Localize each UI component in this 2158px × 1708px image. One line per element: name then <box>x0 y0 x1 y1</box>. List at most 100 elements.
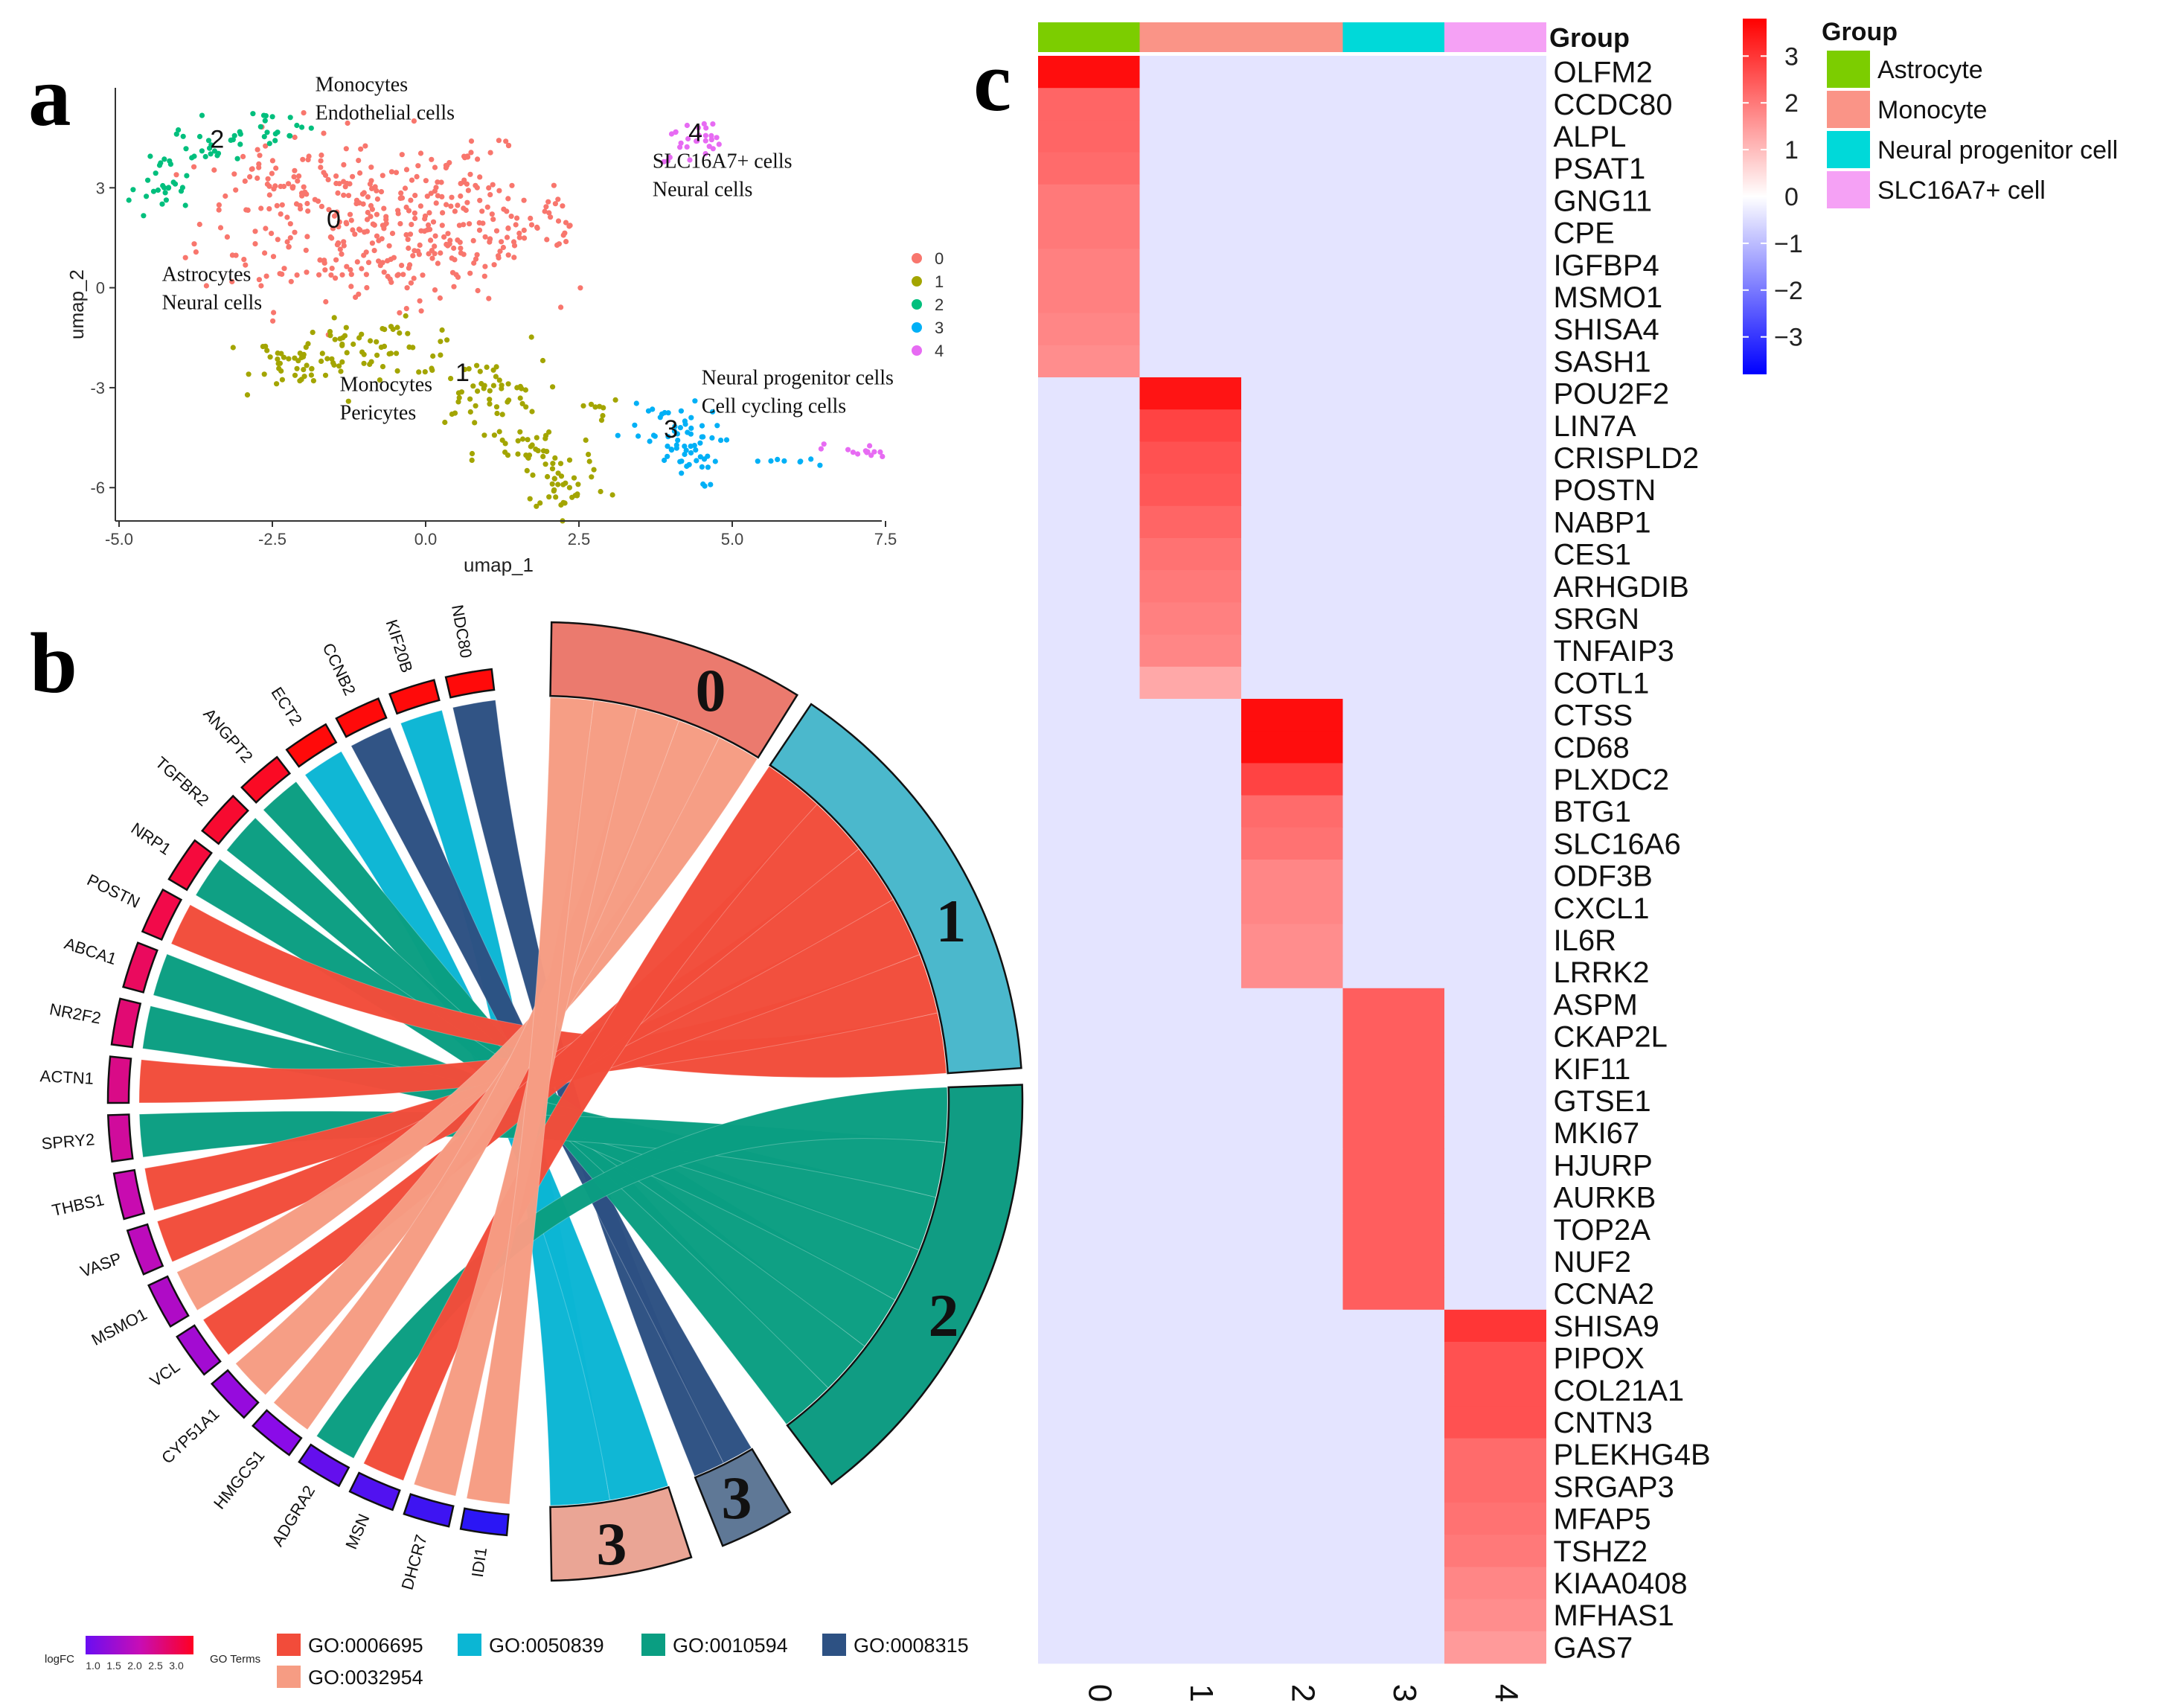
umap-point <box>575 482 581 487</box>
heatmap-column-label: 0 <box>1081 1684 1118 1702</box>
heatmap-group-cell <box>1241 22 1343 52</box>
umap-point <box>386 243 392 249</box>
heatmap-cell <box>1139 1503 1242 1535</box>
heatmap-row-label: CNTN3 <box>1554 1407 1653 1439</box>
heatmap-cell <box>1342 1213 1445 1246</box>
heatmap-cell <box>1241 602 1343 636</box>
umap-point <box>432 243 438 249</box>
heatmap-row-label: GAS7 <box>1554 1631 1633 1664</box>
umap-point <box>292 229 298 235</box>
umap-point <box>528 334 534 340</box>
heatmap-cell <box>1444 1052 1546 1085</box>
umap-point <box>647 438 653 444</box>
umap-point <box>275 237 281 243</box>
umap-point <box>345 398 351 404</box>
umap-point <box>301 374 307 380</box>
heatmap-cell <box>1241 1245 1343 1279</box>
umap-point <box>261 134 267 140</box>
chord-gene-label: SPRY2 <box>41 1130 96 1153</box>
umap-point <box>470 383 476 389</box>
umap-point <box>367 181 373 187</box>
umap-point <box>374 196 380 202</box>
heatmap-cell <box>1038 1631 1140 1664</box>
umap-y-tick-label: 3 <box>96 179 105 197</box>
chord-gene-label: IDI1 <box>468 1546 490 1578</box>
umap-point <box>546 210 552 216</box>
heatmap-cell <box>1038 1599 1140 1632</box>
umap-point <box>525 455 531 461</box>
heatmap-cell <box>1038 88 1140 121</box>
umap-point <box>702 150 708 157</box>
heatmap-cell <box>1241 892 1343 924</box>
umap-point <box>291 174 297 180</box>
chord-group-sector <box>549 1485 693 1582</box>
umap-point <box>470 237 476 243</box>
umap-point <box>557 461 564 467</box>
go-term-label: GO:0008315 <box>854 1634 969 1657</box>
umap-point <box>444 241 449 247</box>
heatmap-colorbar-label: −1 <box>1774 230 1803 258</box>
heatmap-cell <box>1139 634 1242 668</box>
umap-point <box>458 246 464 252</box>
umap-point <box>305 157 311 163</box>
umap-point <box>391 255 397 260</box>
umap-point <box>486 185 492 191</box>
heatmap-row-label: CRISPLD2 <box>1554 442 1700 475</box>
umap-point <box>697 454 703 460</box>
heatmap-cell <box>1444 538 1546 571</box>
umap-point <box>677 458 683 464</box>
umap-point <box>583 437 589 444</box>
umap-point <box>378 189 385 195</box>
umap-point <box>269 158 275 164</box>
umap-point <box>443 164 449 171</box>
heatmap-cell <box>1444 1374 1546 1407</box>
heatmap-cell <box>1444 1116 1546 1150</box>
umap-point <box>677 425 684 431</box>
umap-point <box>191 241 197 247</box>
umap-point <box>688 415 694 420</box>
umap-point <box>505 226 511 231</box>
umap-point <box>272 131 278 137</box>
heatmap-cell <box>1241 1535 1343 1567</box>
heatmap-cell <box>1139 602 1242 636</box>
umap-point <box>318 203 324 209</box>
umap-point <box>350 227 356 233</box>
heatmap-cell <box>1241 377 1343 410</box>
umap-point <box>529 442 535 448</box>
umap-point <box>473 403 478 409</box>
umap-point <box>350 341 356 348</box>
go-term-label: GO:0006695 <box>308 1634 423 1657</box>
umap-point <box>505 381 511 387</box>
umap-point <box>808 456 814 462</box>
umap-point <box>545 199 551 205</box>
heatmap-cell <box>1241 1277 1343 1311</box>
heatmap-cell <box>1342 1438 1445 1471</box>
umap-point <box>430 219 437 225</box>
heatmap-group-legend-key <box>1827 131 1870 168</box>
umap-point <box>600 412 606 419</box>
umap-point <box>301 351 307 357</box>
umap-point <box>479 208 485 214</box>
umap-point <box>281 354 286 360</box>
umap-point <box>496 377 502 383</box>
heatmap-cell <box>1038 313 1140 346</box>
umap-point <box>615 432 621 438</box>
umap-point <box>665 434 671 440</box>
umap-legend-key <box>912 299 922 310</box>
umap-point <box>402 185 409 191</box>
umap-point <box>458 250 464 256</box>
umap-point <box>477 197 483 203</box>
heatmap-cell <box>1038 377 1140 410</box>
umap-point <box>677 144 683 150</box>
heatmap-cell <box>1139 152 1242 185</box>
umap-point <box>407 262 413 268</box>
umap-point <box>310 330 316 336</box>
umap-point <box>592 404 598 410</box>
umap-point <box>467 396 473 402</box>
umap-point <box>256 277 262 283</box>
umap-point <box>448 376 454 382</box>
heatmap-cell <box>1241 505 1343 539</box>
umap-point <box>233 187 239 193</box>
umap-point <box>527 496 533 502</box>
umap-point <box>441 234 447 240</box>
